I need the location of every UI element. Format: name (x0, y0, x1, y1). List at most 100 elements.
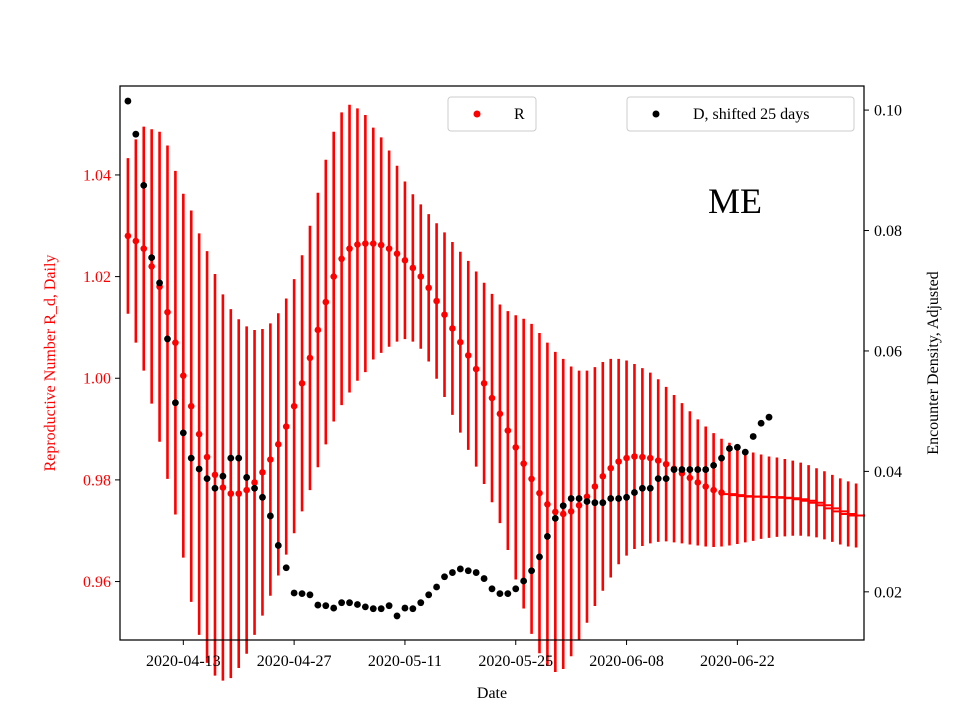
legend-r-marker (473, 110, 481, 118)
d-point (346, 599, 353, 607)
d-point (638, 484, 646, 492)
d-point (741, 448, 749, 456)
d-point (654, 475, 662, 483)
r-point (148, 263, 155, 270)
d-point (559, 502, 567, 510)
d-point (338, 599, 346, 607)
x-axis-ticks: 2020-04-13 2020-04-27 2020-05-11 2020-05-25… (146, 640, 775, 670)
r-point (282, 423, 290, 430)
legend-d-label: D, shifted 25 days (693, 106, 809, 123)
r-point (449, 325, 456, 332)
d-point (536, 553, 543, 561)
r-point (607, 464, 615, 472)
d-point (211, 484, 219, 492)
d-point (646, 484, 654, 492)
d-point (670, 466, 678, 473)
d-point (551, 514, 559, 522)
r-point (417, 273, 425, 280)
r-point (654, 457, 662, 464)
x-axis-label: Date (477, 685, 507, 702)
r-point (623, 454, 630, 462)
r-point (710, 486, 717, 494)
r-point (504, 427, 512, 434)
d-point (361, 603, 369, 611)
r-point (425, 284, 432, 292)
d-point (575, 495, 583, 502)
d-point (496, 590, 504, 598)
d-point (203, 475, 211, 483)
r-point (646, 454, 654, 462)
d-point (282, 564, 290, 572)
d-point (172, 399, 179, 407)
d-point (195, 465, 203, 473)
r-point (615, 458, 622, 465)
r-point (243, 486, 250, 494)
r-point (583, 493, 591, 500)
d-point (456, 565, 464, 573)
r-series-points (124, 232, 866, 518)
d-point (567, 495, 575, 502)
d-point (544, 533, 551, 540)
d-point (480, 575, 488, 582)
d-point (520, 577, 528, 585)
y-left-tick-label: 1.00 (83, 371, 111, 388)
y-right-tick-label: 0.10 (874, 103, 902, 120)
d-point (472, 569, 480, 576)
d-point (464, 567, 472, 575)
d-point (385, 602, 393, 610)
d-point (409, 605, 417, 613)
y-right-axis-ticks: 0.02 0.04 0.06 0.08 0.10 (864, 103, 902, 601)
r-point (187, 402, 195, 410)
y-right-axis-label: Encounter Density, Adjusted (925, 271, 942, 454)
r-point (338, 255, 345, 263)
d-point (148, 254, 156, 262)
d-point (298, 590, 306, 598)
r-point (702, 483, 710, 490)
y-right-tick-label: 0.06 (874, 343, 902, 360)
d-point (243, 474, 251, 481)
d-point (710, 461, 718, 469)
x-tick-label: 2020-04-27 (257, 653, 332, 670)
r-point (227, 490, 235, 497)
d-point (702, 466, 710, 473)
r-point (512, 444, 520, 451)
r-point (306, 354, 314, 362)
r-point (172, 339, 179, 346)
d-point (354, 601, 361, 608)
d-point (377, 605, 385, 613)
r-point (528, 475, 535, 483)
d-point (749, 433, 757, 440)
r-point (575, 502, 583, 509)
y-left-tick-label: 1.02 (83, 269, 111, 286)
r-point (180, 372, 187, 380)
r-point (457, 338, 464, 346)
r-point (694, 479, 702, 486)
r-point (496, 410, 504, 418)
r-point (686, 474, 694, 482)
r-point (441, 311, 448, 319)
y-left-tick-label: 0.96 (83, 574, 111, 591)
r-point (267, 456, 274, 463)
r-point (393, 250, 401, 258)
d-point (757, 419, 765, 427)
r-point (362, 240, 369, 247)
x-tick-label: 2020-05-25 (478, 653, 553, 670)
d-point (164, 335, 171, 343)
d-point (488, 585, 496, 593)
r-point (385, 245, 393, 252)
d-point (607, 495, 615, 502)
r-point (211, 471, 219, 479)
r-point (132, 237, 140, 245)
r-point (314, 326, 322, 334)
legend-r-label: R (514, 106, 525, 123)
r-point (520, 460, 527, 467)
d-point (765, 413, 773, 421)
r-point (330, 273, 338, 280)
r-point (259, 468, 266, 476)
y-left-tick-label: 0.98 (83, 472, 111, 489)
r-point (559, 510, 567, 518)
d-point (504, 590, 512, 598)
d-point (179, 429, 187, 437)
d-point (694, 466, 702, 473)
r-point (544, 500, 551, 508)
